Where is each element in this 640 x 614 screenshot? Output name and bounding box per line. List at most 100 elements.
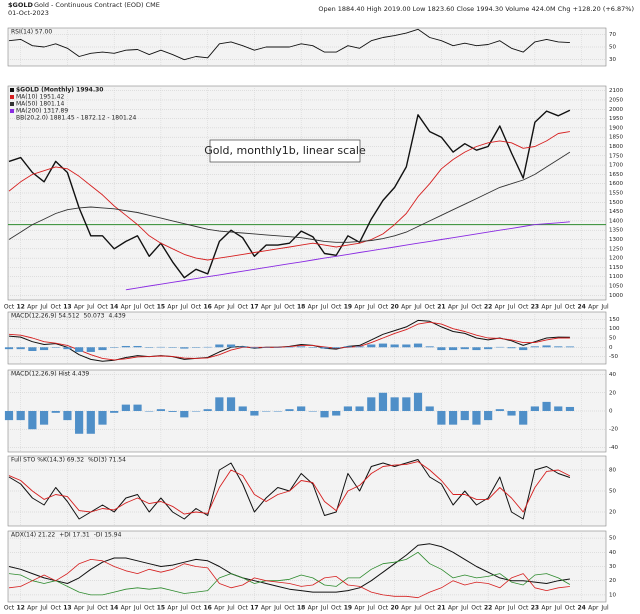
histogram-bar [273,411,282,412]
quote: Open 1884.40 High 2019.00 Low 1823.60 Cl… [318,5,634,13]
x-tick-label: Oct [518,304,529,311]
x-tick-label: Jul [133,605,142,612]
histogram-bar [63,347,72,350]
legend-entry: ADX(14) 21.22 [11,532,55,539]
x-tick-label: Oct [51,304,62,311]
x-tick-label: Jul [367,605,376,612]
y-tick-label: 40 [609,372,616,378]
histogram-bar [297,406,306,411]
y-tick-label: 1250 [609,246,623,252]
series-line [8,321,570,361]
legend-entry: %D(3) 71.54 [88,457,126,464]
histogram-bar [519,411,528,425]
y-tick-label: 1350 [609,228,623,234]
x-tick-label: Jul [460,304,469,311]
histogram-bar [507,411,516,416]
y-tick-label: 50 [609,336,616,342]
y-tick-label: 1050 [609,284,623,290]
histogram-bar [51,411,60,413]
histogram-bar [191,411,201,412]
x-tick-label: Oct [238,304,249,311]
histogram-bar [16,411,25,421]
x-tick-label: Apr [121,605,132,612]
histogram-bar [355,406,364,411]
x-tick-label: 13 [63,605,71,612]
x-tick-label: Apr [167,304,178,311]
annotation: Gold, monthly1b, linear scale [204,144,366,157]
x-tick-label: Apr [401,304,412,311]
y-tick-label: 50 [609,45,616,51]
legend-entry: MA(50) 1801.14 [16,101,64,108]
y-tick-label: 0 [609,409,613,415]
histogram-bar [308,411,317,412]
x-tick-label: Jul [226,304,235,311]
x-tick-label: 22 [484,605,492,612]
histogram-bar [285,346,294,348]
histogram-bar [425,406,434,411]
x-tick-label: Oct [284,605,295,612]
x-tick-label: 13 [63,304,71,311]
histogram-bar [273,347,282,348]
y-tick-label: 1650 [609,172,623,178]
x-tick-label: Apr [261,605,272,612]
x-tick-label: 22 [484,304,492,311]
histogram-bar [86,411,95,434]
x-tick-label: Oct [471,605,482,612]
histogram-bar [215,344,224,348]
x-tick-label: Oct [518,605,529,612]
instrument-name: Gold - Continuous Contract (EOD) CME [34,1,160,9]
x-tick-label: 12 [17,605,25,612]
y-tick-label: -20 [609,427,618,433]
x-tick-label: Jul [86,605,95,612]
y-tick-label: 1300 [609,237,623,243]
histogram-bar [145,411,154,412]
histogram-bar [110,347,119,348]
y-tick-label: 2050 [609,97,623,103]
histogram-bar [250,411,259,416]
histogram-bar [367,344,376,348]
x-tick-label: Apr [495,304,506,311]
y-tick-label: 1850 [609,135,623,141]
x-tick-label: 17 [250,605,258,612]
y-tick-label: 1500 [609,200,623,206]
y-tick-label: 80 [609,468,616,474]
x-tick-label: Jul [413,304,422,311]
y-tick-label: 1750 [609,153,623,159]
histogram-bar [332,411,341,416]
x-tick-label: Jul [320,304,329,311]
x-tick-label: Apr [214,304,225,311]
histogram-bar [215,397,224,411]
x-tick-label: Oct [191,605,202,612]
symbol: $GOLD [8,1,34,9]
x-tick-label: Jul [507,304,516,311]
y-tick-label: 20 [609,578,616,584]
histogram-bar [133,404,142,411]
y-tick-label: 0 [609,345,613,351]
legend-swatch [10,88,14,92]
histogram-bar [156,346,166,348]
x-tick-label: 18 [297,605,305,612]
x-tick-label: 16 [203,304,211,311]
y-tick-label: 1600 [609,181,623,187]
histogram-bar [98,411,107,425]
legend-entry: 4.439 [108,313,125,320]
x-tick-label: Jul [507,605,516,612]
y-tick-label: 1100 [609,274,623,280]
histogram-bar [390,397,399,411]
annotation-box [209,139,361,163]
histogram-bar [4,411,14,421]
x-tick-label: Oct [331,605,342,612]
x-tick-label: Oct [425,304,436,311]
x-tick-label: Apr [74,605,85,612]
y-tick-label: 2000 [609,107,623,113]
y-tick-label: 40 [609,550,616,556]
histogram-bar [308,347,317,348]
y-tick-label: 2100 [609,88,623,94]
y-tick-label: -50 [609,354,618,360]
y-tick-label: 70 [609,32,616,38]
x-tick-label: Oct [565,605,576,612]
histogram-bar [320,411,329,418]
y-tick-label: 1950 [609,116,623,122]
date: 01-Oct-2023 [8,9,49,17]
x-tick-label: Oct [97,605,108,612]
